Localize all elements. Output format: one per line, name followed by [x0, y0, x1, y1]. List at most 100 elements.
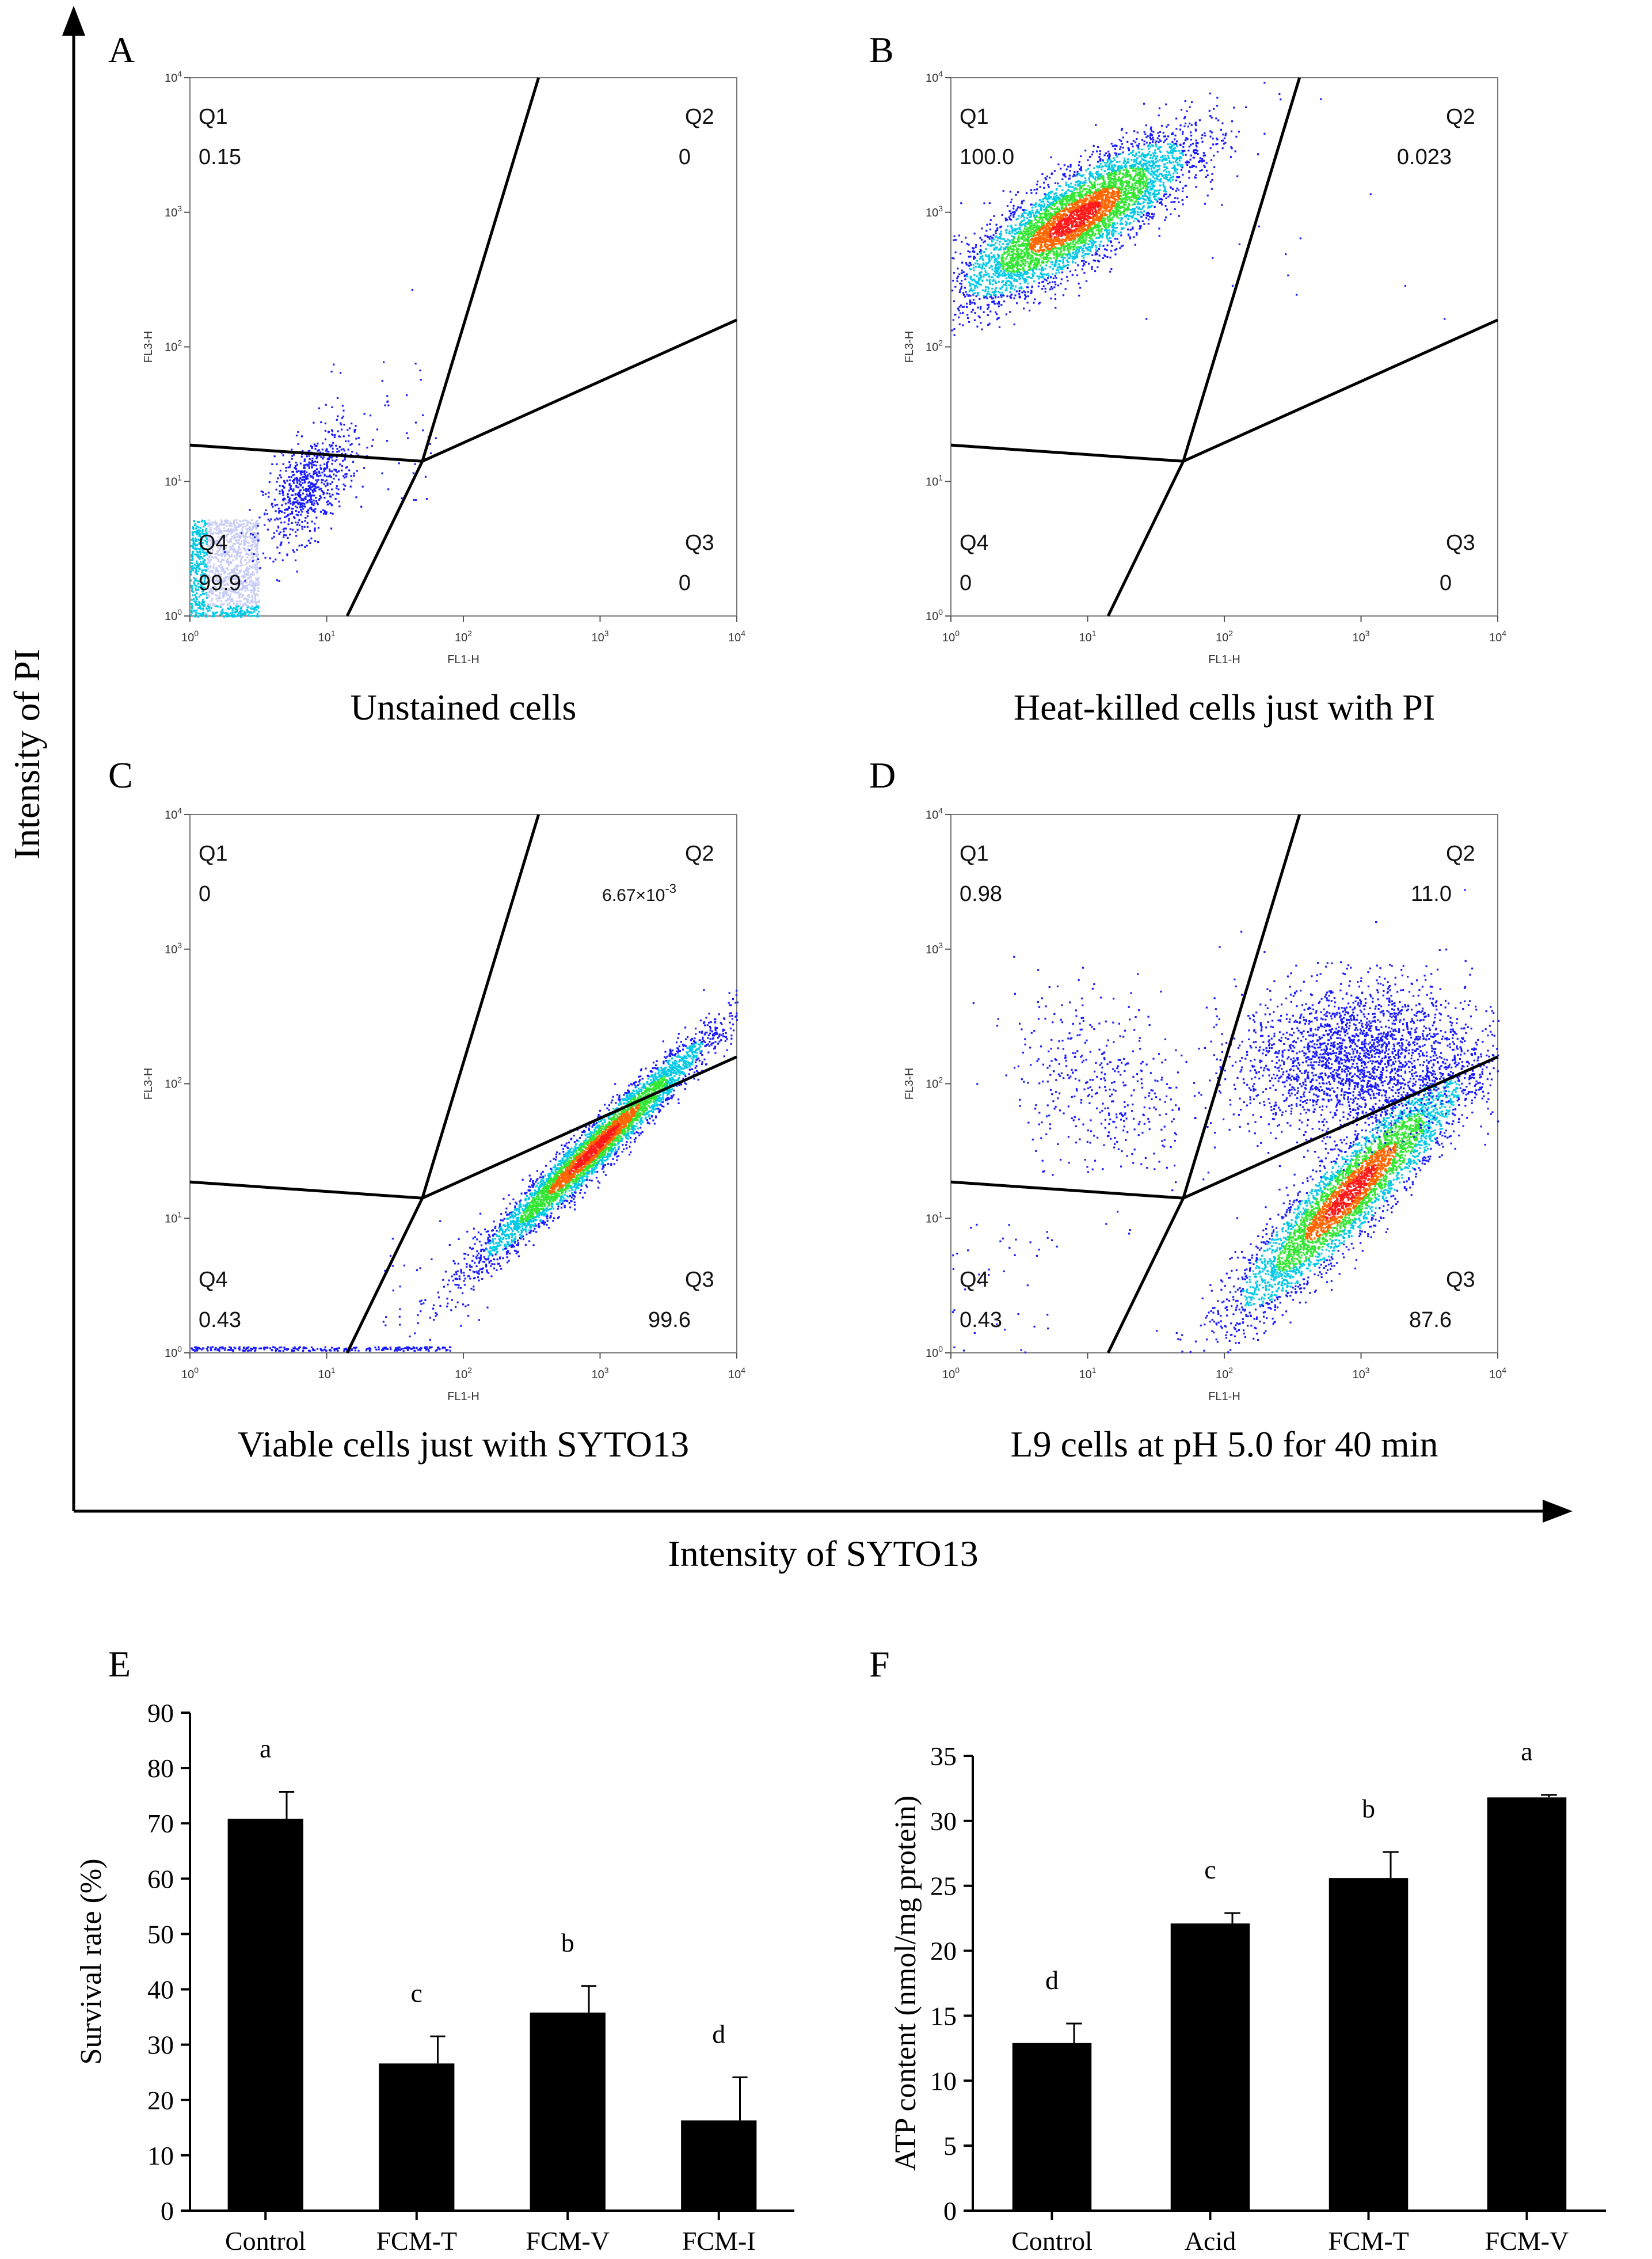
event-dot	[336, 397, 339, 399]
event-dot	[214, 575, 216, 577]
event-dot	[226, 583, 229, 585]
event-dot	[1132, 145, 1134, 147]
event-dot	[435, 437, 437, 439]
event-dot	[1149, 192, 1151, 194]
event-dot	[191, 587, 193, 590]
event-dot	[237, 555, 240, 557]
event-dot	[192, 594, 194, 596]
event-dot	[229, 598, 231, 600]
event-dot	[1119, 148, 1121, 150]
event-dot	[284, 503, 287, 505]
event-dot	[224, 576, 227, 578]
event-dot	[240, 532, 243, 534]
event-dot	[991, 288, 994, 290]
event-dot	[210, 529, 212, 531]
event-dot	[328, 476, 330, 478]
event-dot	[205, 523, 208, 525]
event-dot	[282, 491, 284, 493]
event-dot	[294, 498, 296, 500]
event-dot	[951, 257, 954, 259]
event-dot	[257, 605, 260, 607]
event-dot	[1010, 242, 1012, 244]
gate-line-left	[189, 443, 422, 463]
event-dot	[249, 558, 251, 561]
event-dot	[288, 466, 291, 468]
event-dot	[315, 483, 317, 485]
event-dot	[967, 295, 969, 297]
event-dot	[290, 488, 292, 490]
event-dot	[229, 524, 231, 527]
event-dot	[257, 539, 260, 542]
event-dot	[328, 492, 331, 495]
event-dot	[1114, 148, 1117, 150]
event-dot	[286, 553, 288, 556]
event-dot	[237, 549, 239, 552]
event-dot	[205, 543, 208, 545]
event-dot	[230, 562, 233, 564]
event-dot	[250, 566, 252, 569]
flow-panel-b: B100100101101102102103103104104FL1-HFL3-…	[869, 29, 1506, 728]
event-dot	[279, 518, 281, 520]
event-dot	[1076, 194, 1078, 197]
event-dot	[246, 609, 249, 611]
event-dot	[304, 498, 307, 500]
event-dot	[346, 466, 348, 468]
event-dot	[1202, 159, 1205, 162]
event-dot	[353, 429, 356, 431]
event-dot	[207, 536, 210, 538]
event-dot	[324, 480, 326, 482]
event-dot	[280, 476, 283, 478]
event-dot	[336, 448, 338, 450]
event-dot	[314, 461, 316, 463]
event-dot	[414, 363, 417, 365]
event-dot	[1154, 206, 1156, 208]
event-dot	[226, 604, 229, 606]
event-dot	[218, 524, 220, 527]
event-dot	[1052, 248, 1055, 250]
event-dot	[231, 555, 233, 557]
event-dot	[229, 572, 231, 574]
event-dot	[1198, 119, 1201, 121]
event-dot	[345, 476, 348, 478]
event-dot	[250, 579, 253, 581]
event-dot	[1069, 216, 1071, 219]
event-dot	[244, 560, 246, 562]
event-dot	[242, 576, 245, 579]
event-dot	[197, 615, 199, 618]
event-dot	[1112, 145, 1114, 147]
event-dot	[242, 594, 245, 596]
event-dot	[210, 589, 212, 591]
event-dot	[1155, 193, 1158, 196]
event-dot	[311, 459, 314, 462]
event-dot	[1067, 261, 1069, 263]
event-dot	[257, 566, 260, 569]
event-dot	[966, 306, 968, 308]
event-dot	[240, 569, 242, 572]
event-dot	[338, 505, 341, 508]
event-dot	[308, 490, 310, 492]
event-dot	[1049, 288, 1051, 291]
event-dot	[1035, 222, 1037, 224]
event-dot	[282, 528, 285, 530]
event-dot	[246, 528, 249, 530]
event-dot	[295, 535, 298, 537]
event-dot	[299, 505, 302, 507]
event-dot	[329, 446, 332, 448]
event-dot	[294, 559, 297, 561]
event-dot	[191, 589, 193, 592]
event-dot	[252, 560, 254, 562]
event-dot	[1081, 268, 1083, 271]
event-dot	[250, 533, 252, 535]
event-dot	[200, 584, 202, 586]
event-dot	[1109, 224, 1112, 226]
event-dot	[209, 546, 212, 548]
event-dot	[1003, 263, 1006, 265]
event-dot	[202, 533, 204, 535]
event-dot	[238, 525, 241, 527]
event-dot	[227, 578, 230, 580]
event-dot	[324, 429, 327, 432]
event-dot	[243, 547, 246, 550]
event-dot	[192, 555, 194, 557]
event-dot	[979, 257, 981, 260]
event-dot	[253, 615, 255, 617]
